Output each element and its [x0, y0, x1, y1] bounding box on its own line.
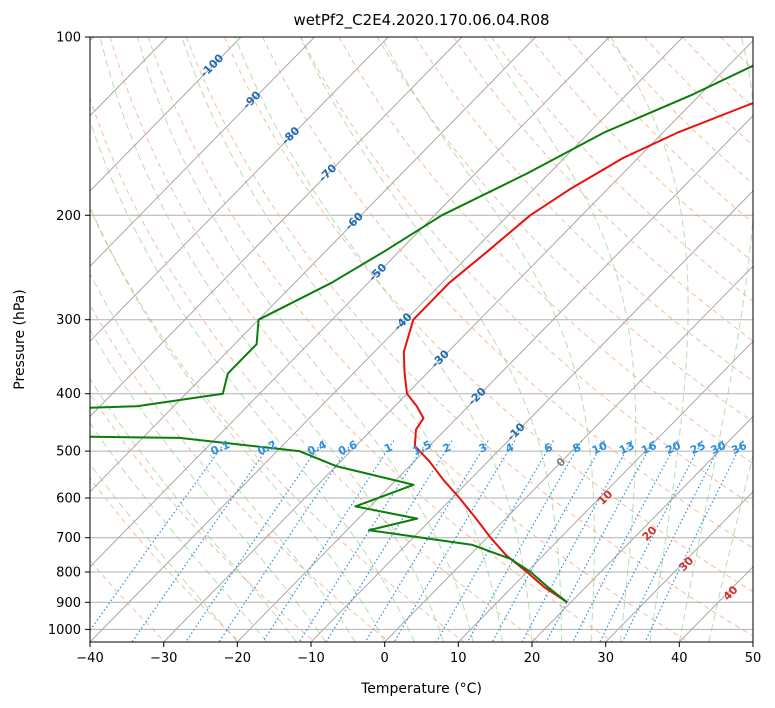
x-tick-label: −10: [297, 651, 324, 666]
dry-adiabat-line: [90, 207, 465, 642]
mixing-ratio-line: [393, 440, 516, 642]
dry-adiabat-line: [414, 37, 753, 382]
isotherm-line: [90, 37, 463, 418]
moist-adiabat-line: [90, 377, 297, 642]
dry-adiabat-line: [90, 477, 241, 642]
x-tick-label: 10: [450, 651, 467, 666]
dry-adiabat-line: [90, 97, 540, 642]
y-tick-label: 600: [56, 492, 81, 507]
isotherm-line: [752, 641, 753, 642]
y-tick-label: 100: [56, 31, 81, 46]
mixing-ratio-label: 10: [590, 439, 610, 457]
y-tick-label: 300: [56, 313, 81, 328]
y-tick-label: 400: [56, 387, 81, 402]
moist-adiabat-line: [483, 37, 637, 642]
x-tick-label: 20: [524, 651, 541, 666]
y-tick-label: 200: [56, 209, 81, 224]
moist-adiabat-line: [99, 37, 445, 642]
profile-lines: [90, 64, 753, 604]
mixing-ratio-line: [521, 440, 633, 642]
y-tick-label: 800: [56, 566, 81, 581]
isotherm-line: [310, 190, 753, 642]
temperature-line: [402, 102, 753, 604]
dry-adiabat-line: [109, 37, 614, 642]
moist-adiabat-line: [90, 422, 268, 642]
isotherm-line: [90, 37, 684, 642]
isotherm-line: [90, 37, 536, 493]
mixing-ratio-label: 25: [688, 439, 707, 457]
dry-adiabat-line: [147, 37, 689, 642]
plot-frame: [89, 36, 754, 643]
moist-adiabat-line: [90, 272, 356, 642]
chart-title: wetPf2_C2E4.2020.170.06.04.R08: [293, 11, 549, 30]
mixing-ratio-line: [644, 440, 744, 642]
isotherm-line: [90, 37, 610, 568]
y-tick-label: 1000: [48, 623, 81, 638]
y-tick-label: 700: [56, 531, 81, 546]
y-axis-label: Pressure (hPa): [12, 289, 28, 389]
moist-adiabat-line: [90, 119, 415, 642]
mixing-ratio-label: 16: [639, 439, 659, 457]
x-tick-label: 30: [597, 651, 614, 666]
moist-adiabat-line: [234, 37, 533, 642]
background-lines: [90, 37, 775, 642]
moist-adiabat-line: [299, 37, 562, 642]
mixing-ratio-line: [435, 440, 554, 642]
mixing-ratio-line: [621, 440, 724, 642]
x-tick-label: 0: [381, 651, 389, 666]
mixing-ratio-line: [364, 440, 489, 642]
moist-adiabat-line: [90, 328, 327, 642]
y-tick-label: 500: [56, 445, 81, 460]
x-tick-label: 40: [671, 651, 688, 666]
isotherm-line: [605, 490, 753, 642]
x-axis-label: Temperature (°C): [360, 681, 482, 697]
moist-adiabat-line: [380, 37, 595, 642]
dry-adiabat-line: [300, 37, 753, 507]
moist-adiabat-line: [708, 453, 753, 642]
isotherm-line: [236, 115, 753, 642]
moist-adiabat-line: [610, 37, 689, 642]
x-tick-label: −20: [224, 651, 251, 666]
moist-adiabat-line: [90, 462, 238, 642]
x-tick-label: −40: [76, 651, 103, 666]
moist-adiabat-line: [90, 205, 386, 642]
pressure-gridlines: [90, 36, 753, 630]
dry-adiabat-line: [185, 37, 753, 637]
dry-adiabat-line: [376, 37, 753, 423]
x-tick-label: −30: [150, 651, 177, 666]
dry-adiabat-line: [759, 37, 775, 642]
dewpoint-line: [90, 64, 753, 604]
mixing-ratio-label: 30: [709, 439, 729, 457]
mixing-ratio-line: [325, 440, 453, 642]
y-tick-label: 900: [56, 596, 81, 611]
mixing-ratio-label: 20: [664, 439, 684, 457]
mixing-ratio-line: [545, 440, 655, 642]
isotherm-line: [90, 37, 389, 343]
mixing-ratio-line: [131, 440, 274, 642]
mixing-ratio-line: [218, 440, 354, 642]
mixing-ratio-label: 13: [617, 439, 636, 457]
isotherm-line: [90, 37, 242, 192]
axes: −40 −30 −20 −10 0 10 20 30 40 50 100 200 300 400 500 60…: [48, 31, 761, 667]
moist-adiabat-line: [678, 37, 753, 642]
mixing-ratio-line: [599, 440, 703, 642]
mixing-ratio-line: [572, 440, 679, 642]
isotherm-line: [90, 37, 315, 267]
dry-adiabat-line: [338, 37, 753, 465]
plot-background: [90, 37, 753, 642]
mixing-ratio-line: [90, 440, 227, 632]
isotherm-line: [384, 265, 753, 642]
isotherm-line: [163, 39, 753, 642]
mixing-ratio-line: [185, 440, 324, 642]
mixing-ratio-label: 36: [729, 439, 749, 457]
x-tick-label: 50: [745, 651, 762, 666]
